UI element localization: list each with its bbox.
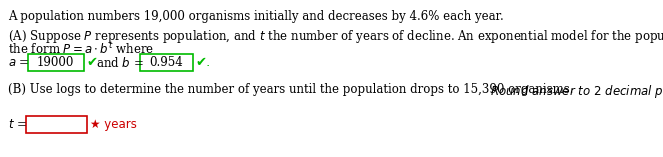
Text: (B) Use logs to determine the number of years until the population drops to 15,3: (B) Use logs to determine the number of … [8, 83, 577, 96]
Text: (A) Suppose $P$ represents population, and $t$ the number of years of decline. A: (A) Suppose $P$ represents population, a… [8, 28, 663, 45]
Text: 0.954: 0.954 [149, 56, 183, 68]
Text: $t$ =: $t$ = [8, 118, 29, 131]
FancyBboxPatch shape [25, 116, 86, 133]
Text: $\it{Round\ answer\ to\ 2\ decimal\ places.}$: $\it{Round\ answer\ to\ 2\ decimal\ plac… [490, 83, 663, 100]
Text: ✔: ✔ [86, 56, 97, 69]
FancyBboxPatch shape [139, 54, 192, 70]
Text: ★ years: ★ years [90, 118, 137, 131]
Text: the form $P = a \cdot b^t$ where: the form $P = a \cdot b^t$ where [8, 41, 154, 57]
Text: and $b$ =: and $b$ = [96, 56, 145, 70]
FancyBboxPatch shape [27, 54, 84, 70]
Text: ✔.: ✔. [195, 56, 210, 69]
Text: A population numbers 19,000 organisms initially and decreases by 4.6% each year.: A population numbers 19,000 organisms in… [8, 10, 504, 23]
Text: $a$ =: $a$ = [8, 56, 30, 69]
Text: 19000: 19000 [37, 56, 74, 68]
